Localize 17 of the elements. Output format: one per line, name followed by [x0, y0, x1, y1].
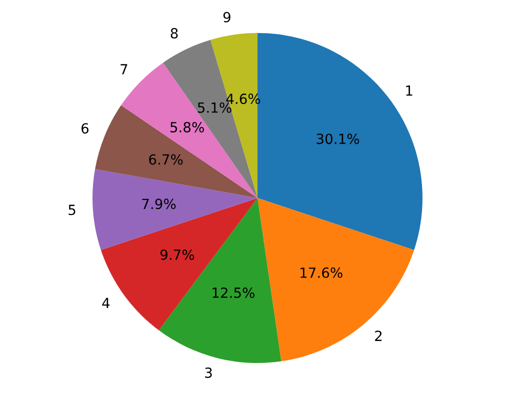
slice-label: 1 [406, 85, 412, 96]
slice-label: 9 [223, 12, 230, 22]
data-label: 6.7% [149, 154, 183, 165]
slice-label: 3 [205, 367, 212, 378]
data-label: 9.7% [160, 249, 194, 260]
slice-label: 8 [170, 28, 178, 39]
data-label: 5.1% [198, 102, 232, 113]
data-label: 30.1% [316, 134, 360, 144]
slice-label: 5 [68, 204, 76, 216]
slice-label: 6 [82, 123, 89, 134]
slice-label: 2 [375, 330, 382, 341]
slice-label: 4 [102, 298, 110, 308]
slice-label: 7 [120, 64, 128, 74]
data-label: 17.6% [300, 267, 342, 278]
data-label: 12.5% [212, 287, 254, 298]
data-label: 5.8% [170, 122, 204, 132]
data-label: 7.9% [142, 198, 176, 210]
